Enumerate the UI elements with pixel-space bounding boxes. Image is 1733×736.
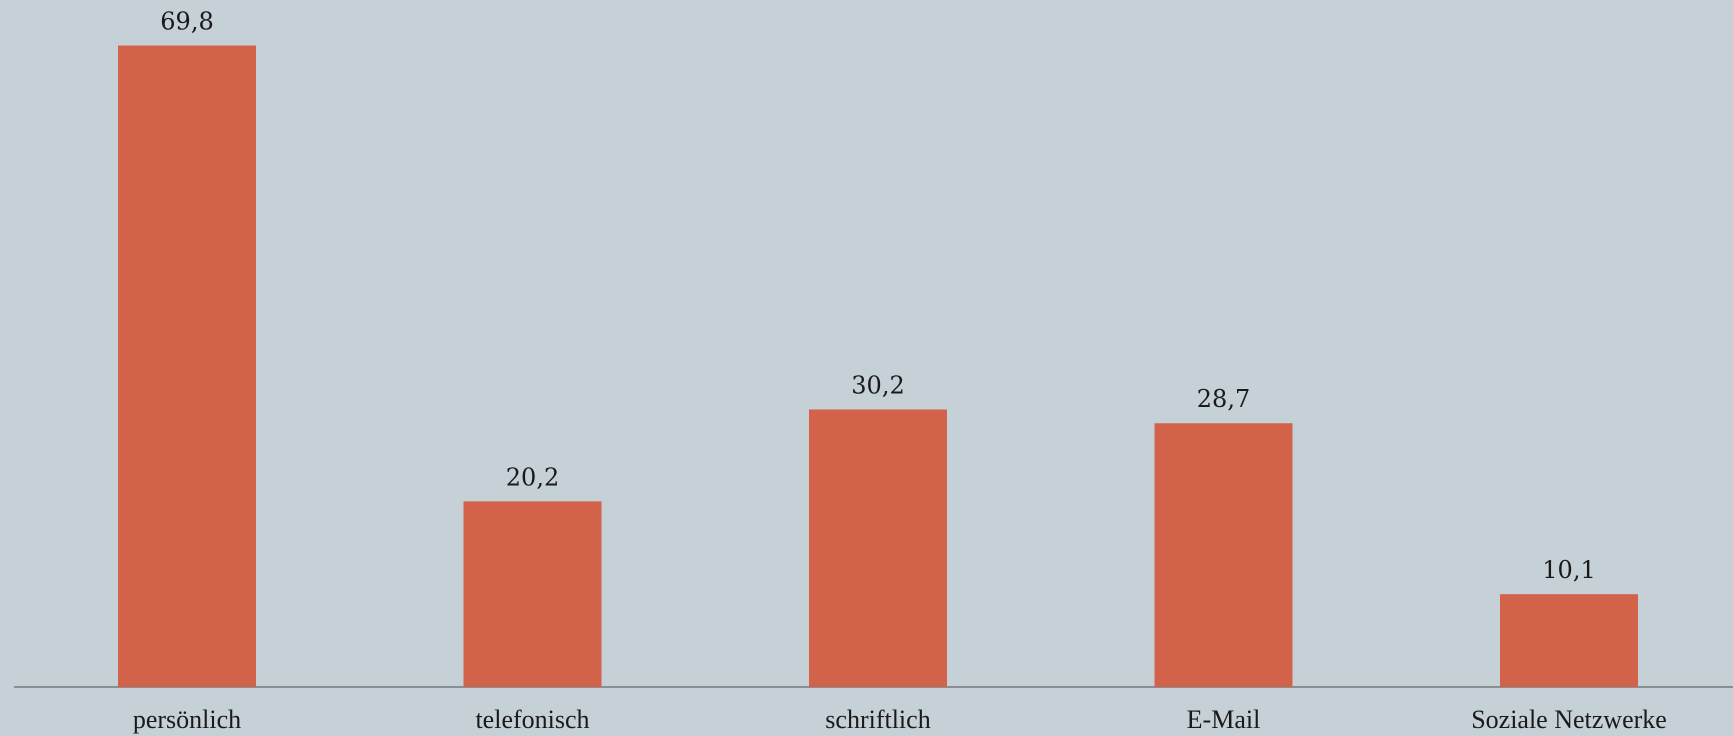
value-label-2: 30,2 (851, 371, 904, 399)
category-label-1: telefonisch (475, 705, 589, 734)
bar-4 (1500, 594, 1638, 687)
bar-0 (118, 45, 256, 687)
value-label-3: 28,7 (1197, 385, 1250, 413)
bar-2 (809, 409, 947, 687)
bars-group (118, 45, 1638, 687)
bar-1 (463, 501, 602, 687)
category-label-2: schriftlich (825, 705, 930, 734)
bar-3 (1154, 423, 1293, 687)
category-label-3: E-Mail (1187, 705, 1261, 734)
value-labels-group: 69,8 20,2 30,2 28,7 10,1 (160, 8, 1595, 585)
category-label-4: Soziale Netzwerke (1471, 705, 1667, 734)
category-labels-group: persönlich telefonisch schriftlich E-Mail So… (133, 705, 1667, 734)
value-label-0: 69,8 (160, 8, 213, 36)
value-label-1: 20,2 (506, 463, 559, 491)
category-label-0: persönlich (133, 705, 241, 734)
value-label-4: 10,1 (1542, 556, 1595, 584)
